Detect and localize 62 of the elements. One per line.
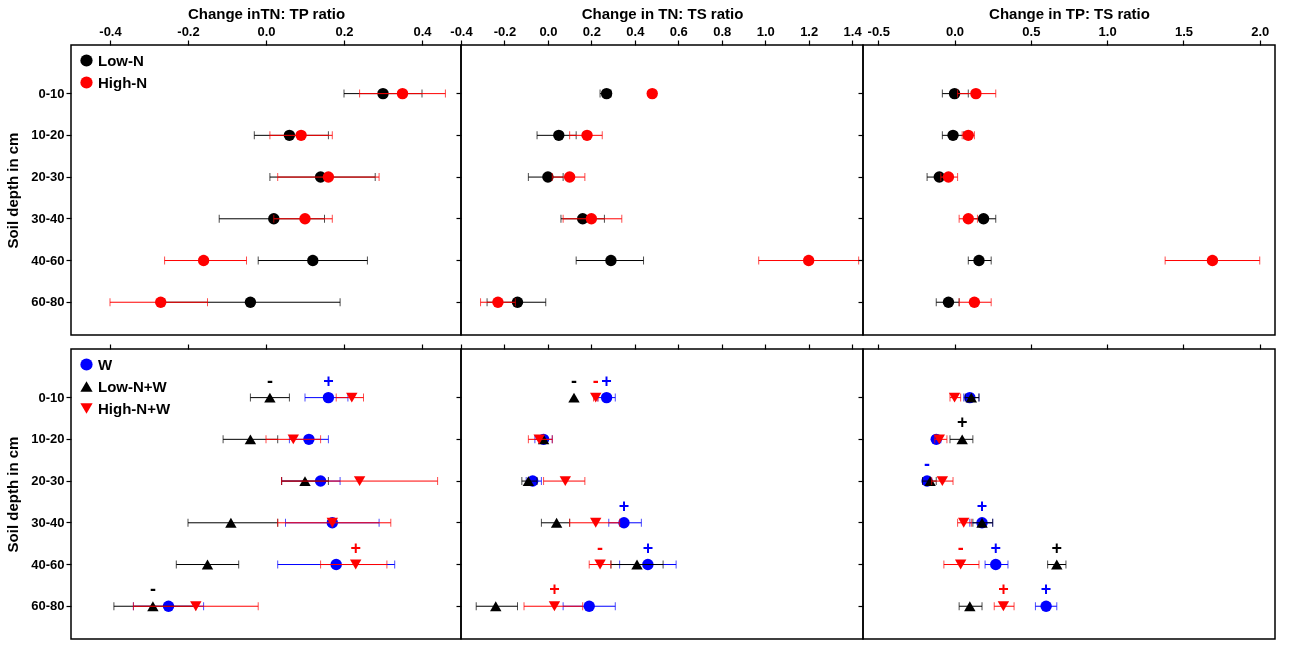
annotation: -: [149, 579, 156, 600]
x-tick-label: 0.4: [413, 23, 433, 39]
annotation: +: [618, 495, 630, 516]
annotation: +: [549, 579, 560, 600]
y-tick-label: 20-30: [31, 473, 65, 489]
x-tick-label: -0.2: [493, 23, 517, 39]
annotation: -: [597, 537, 604, 558]
x-tick-label: -0.4: [450, 23, 474, 39]
x-tick-label: 1.2: [800, 23, 819, 39]
y-axis-title: Soil depth in cm: [4, 436, 22, 553]
y-tick-label: 10-20: [31, 431, 65, 447]
x-axis-title: Change inTN: TP ratio: [187, 4, 346, 22]
annotation: +: [976, 495, 988, 516]
x-tick-label: 1.0: [756, 23, 775, 39]
annotation: +: [323, 370, 334, 391]
x-axis-title: Change in TN: TS ratio: [581, 4, 744, 22]
y-tick-label: 40-60: [31, 556, 65, 572]
x-tick-label: -0.2: [177, 23, 200, 39]
y-tick-label: 20-30: [31, 169, 65, 185]
annotation: +: [956, 412, 968, 433]
annotation: +: [998, 579, 1009, 600]
annotation: +: [1051, 537, 1063, 558]
x-tick-label: -0.4: [99, 23, 123, 39]
y-tick-label: 30-40: [31, 210, 65, 226]
x-tick-label: 0.8: [713, 23, 732, 39]
legend-label: High-N+W: [98, 399, 171, 417]
annotation: -: [924, 454, 931, 475]
y-tick-label: 40-60: [31, 252, 65, 268]
y-tick-label: 0-10: [38, 85, 65, 101]
y-tick-label: 60-80: [31, 598, 65, 614]
legend-label: Low-N+W: [98, 377, 168, 395]
annotation: -: [570, 370, 577, 391]
legend-label: Low-N: [98, 51, 144, 69]
annotation: -: [957, 537, 964, 558]
x-tick-label: 0.0: [257, 23, 276, 39]
x-tick-label: 0.6: [669, 23, 688, 39]
annotation: -: [592, 370, 599, 391]
x-tick-label: 0.0: [539, 23, 558, 39]
y-tick-label: 0-10: [38, 389, 65, 405]
x-tick-label: 1.5: [1174, 23, 1193, 39]
annotation: +: [350, 537, 361, 558]
legend-label: High-N: [98, 73, 148, 91]
legend-label: W: [98, 355, 113, 373]
annotation: +: [990, 537, 1002, 558]
y-axis-title: Soil depth in cm: [4, 132, 22, 249]
y-tick-label: 60-80: [31, 294, 65, 310]
annotation: +: [1040, 579, 1052, 600]
x-tick-label: 0.0: [946, 23, 965, 39]
x-tick-label: 0.4: [626, 23, 646, 39]
x-tick-label: 1.0: [1098, 23, 1117, 39]
x-axis-title: Change in TP: TS ratio: [989, 4, 1150, 22]
y-tick-label: 10-20: [31, 127, 65, 143]
x-tick-label: 2.0: [1251, 23, 1270, 39]
annotation: +: [642, 537, 654, 558]
x-tick-label: 0.2: [335, 23, 354, 39]
y-tick-label: 30-40: [31, 514, 65, 530]
annotation: +: [601, 370, 612, 391]
x-tick-label: 0.2: [582, 23, 601, 39]
x-tick-label: 0.5: [1022, 23, 1041, 39]
x-tick-label: -0.5: [867, 23, 890, 39]
annotation: -: [266, 370, 273, 391]
x-tick-label: 1.4: [843, 23, 863, 39]
